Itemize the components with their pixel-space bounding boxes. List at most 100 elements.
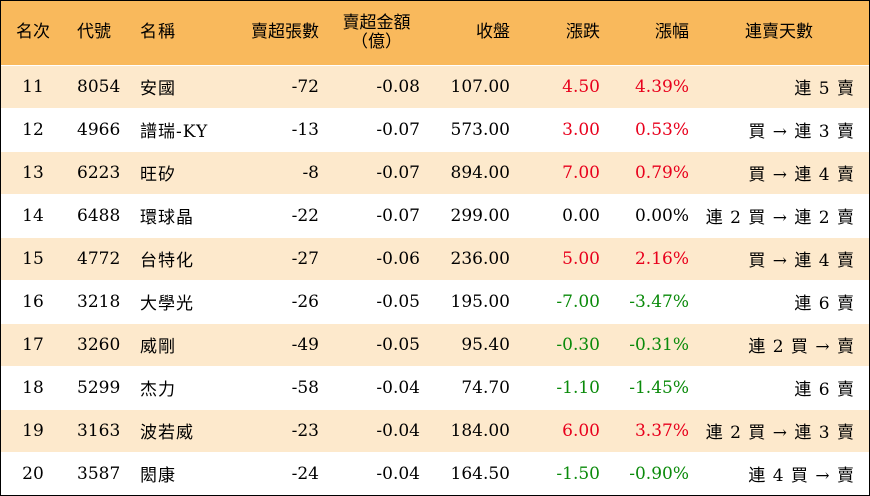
table-row: 16 3218 大學光 -26 -0.05 195.00 -7.00 -3.47% 連 6 賣 <box>1 280 869 323</box>
close-price-cell: 184.00 <box>450 420 510 441</box>
rank-cell: 11 <box>22 76 44 97</box>
rank-cell: 19 <box>22 420 44 441</box>
stock-code-cell: 3163 <box>77 420 121 441</box>
sell-streak-cell: 連 5 賣 <box>794 79 855 99</box>
stock-name-cell: 環球晶 <box>140 208 194 228</box>
close-price-cell: 195.00 <box>450 291 510 312</box>
sell-streak-cell: 連 2 買 → 連 3 賣 <box>705 423 855 443</box>
net-sell-amount-cell: -0.05 <box>376 334 420 355</box>
table-row: 15 4772 台特化 -27 -0.06 236.00 5.00 2.16% 買 → 連 4 … <box>1 237 869 280</box>
stock-name-cell: 威剛 <box>140 337 176 357</box>
net-sell-lots-cell: -26 <box>291 291 319 312</box>
stock-code-cell: 5299 <box>77 377 121 398</box>
change-pct-cell: -3.47% <box>629 291 689 312</box>
close-price-cell: 299.00 <box>450 205 510 226</box>
sell-streak-cell: 連 4 買 → 賣 <box>748 466 855 487</box>
price-change-cell: -1.10 <box>556 377 600 398</box>
price-change-cell: -7.00 <box>556 291 600 312</box>
stock-name-cell: 安國 <box>140 79 176 99</box>
net-sell-amount-cell: -0.07 <box>376 205 420 226</box>
stock-name-cell: 台特化 <box>140 251 194 271</box>
stock-code-cell: 6223 <box>77 162 121 183</box>
rank-cell: 14 <box>22 205 44 226</box>
table-row: 14 6488 環球晶 -22 -0.07 299.00 0.00 0.00% 連 2 買 → … <box>1 194 869 237</box>
change-pct-cell: 0.53% <box>634 119 689 140</box>
net-sell-lots-cell: -58 <box>291 377 319 398</box>
table-header-row: 名次 代號 名稱 賣超張數 賣超金額 （億） 收盤 漲跌 漲幅 連賣天數 <box>1 1 869 65</box>
price-change-cell: 0.00 <box>562 205 600 226</box>
change-pct-cell: 0.00% <box>634 205 689 226</box>
table-body: 11 8054 安國 -72 -0.08 107.00 4.50 4.39% 連 5 賣 12 49… <box>1 65 869 495</box>
table-row: 18 5299 杰力 -58 -0.04 74.70 -1.10 -1.45% 連 6 賣 <box>1 366 869 409</box>
change-pct-cell: -1.45% <box>629 377 689 398</box>
change-pct-cell: -0.31% <box>629 334 689 355</box>
net-sell-amount-cell: -0.04 <box>376 377 420 398</box>
net-sell-amount-cell: -0.04 <box>376 420 420 441</box>
stock-name-cell: 大學光 <box>140 294 194 314</box>
table-row: 19 3163 波若威 -23 -0.04 184.00 6.00 3.37% 連 2 買 → … <box>1 409 869 452</box>
close-price-cell: 74.70 <box>461 377 510 398</box>
change-pct-cell: -0.90% <box>629 463 689 484</box>
stock-name-cell: 杰力 <box>140 380 176 400</box>
sell-streak-cell: 買 → 連 4 賣 <box>748 165 855 185</box>
net-sell-amount-cell: -0.04 <box>376 463 420 484</box>
net-sell-lots-cell: -22 <box>291 205 319 226</box>
close-price-cell: 95.40 <box>461 334 510 355</box>
table-row: 20 3587 閎康 -24 -0.04 164.50 -1.50 -0.90% 連 4 買 →… <box>1 452 869 495</box>
header-net-sell-lots: 賣超張數 <box>251 22 319 43</box>
table-row: 11 8054 安國 -72 -0.08 107.00 4.50 4.39% 連 5 賣 <box>1 65 869 108</box>
rank-cell: 17 <box>22 334 44 355</box>
price-change-cell: 4.50 <box>562 76 600 97</box>
net-sell-amount-cell: -0.08 <box>376 76 420 97</box>
price-change-cell: 5.00 <box>562 248 600 269</box>
price-change-cell: -1.50 <box>556 463 600 484</box>
rank-cell: 18 <box>22 377 44 398</box>
net-sell-lots-cell: -24 <box>291 463 319 484</box>
close-price-cell: 164.50 <box>450 463 510 484</box>
header-close: 收盤 <box>476 22 510 43</box>
change-pct-cell: 2.16% <box>634 248 689 269</box>
stock-code-cell: 3587 <box>77 463 121 484</box>
change-pct-cell: 4.39% <box>634 76 689 97</box>
header-name: 名稱 <box>140 22 176 43</box>
sell-streak-cell: 連 2 買 → 賣 <box>748 337 855 357</box>
sell-streak-cell: 連 2 買 → 連 2 賣 <box>705 208 855 228</box>
close-price-cell: 236.00 <box>450 248 510 269</box>
net-sell-amount-cell: -0.07 <box>376 119 420 140</box>
close-price-cell: 573.00 <box>450 119 510 140</box>
stock-code-cell: 3260 <box>77 334 121 355</box>
price-change-cell: 3.00 <box>562 119 600 140</box>
stock-name-cell: 譜瑞-KY <box>140 122 209 142</box>
net-sell-amount-cell: -0.06 <box>376 248 420 269</box>
rank-cell: 13 <box>22 162 44 183</box>
price-change-cell: 7.00 <box>562 162 600 183</box>
net-sell-lots-cell: -72 <box>291 76 319 97</box>
net-sell-lots-cell: -13 <box>291 119 319 140</box>
table-row: 12 4966 譜瑞-KY -13 -0.07 573.00 3.00 0.53% 買 → 連 … <box>1 108 869 151</box>
sell-streak-cell: 連 6 賣 <box>794 294 855 314</box>
header-change-pct: 漲幅 <box>655 22 689 43</box>
net-sell-lots-cell: -8 <box>302 162 319 183</box>
table-row: 17 3260 威剛 -49 -0.05 95.40 -0.30 -0.31% 連 2 買 → … <box>1 323 869 366</box>
header-change: 漲跌 <box>566 22 600 43</box>
header-net-sell-amount-line1: 賣超金額 <box>342 12 411 33</box>
stock-code-cell: 4772 <box>77 248 121 269</box>
rank-cell: 20 <box>22 463 44 484</box>
sell-streak-cell: 連 6 賣 <box>794 380 855 400</box>
stock-code-cell: 8054 <box>77 76 121 97</box>
change-pct-cell: 0.79% <box>634 162 689 183</box>
net-sell-amount-cell: -0.07 <box>376 162 420 183</box>
rank-cell: 15 <box>22 248 44 269</box>
rank-cell: 16 <box>22 291 44 312</box>
net-sell-lots-cell: -23 <box>291 420 319 441</box>
close-price-cell: 894.00 <box>450 162 510 183</box>
net-sell-lots-cell: -49 <box>291 334 319 355</box>
header-streak: 連賣天數 <box>745 22 813 43</box>
stock-name-cell: 閎康 <box>140 466 176 487</box>
net-sell-amount-cell: -0.05 <box>376 291 420 312</box>
sell-streak-cell: 買 → 連 4 賣 <box>748 251 855 271</box>
sell-streak-cell: 買 → 連 3 賣 <box>748 122 855 142</box>
stock-code-cell: 6488 <box>77 205 121 226</box>
